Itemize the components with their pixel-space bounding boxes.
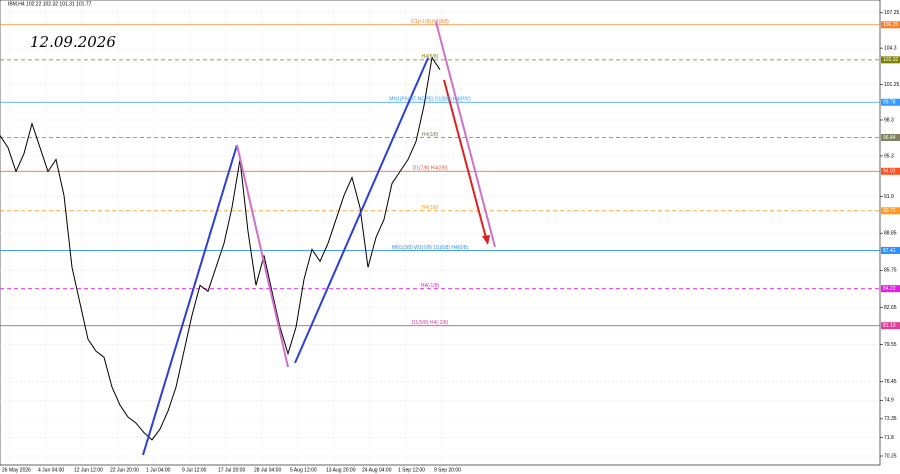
level-label: MN1(PIVOT NOPE) D1(8/8) H4(PIV)	[389, 97, 471, 103]
x-tick-label: 22 Jun 20:00	[110, 467, 139, 473]
price-box	[881, 207, 900, 215]
plot-frame	[0, 0, 881, 466]
y-tick-label: 104.3	[884, 45, 897, 51]
y-tick-label: 95.3	[884, 153, 894, 159]
trend-line	[435, 21, 496, 248]
price-box	[881, 21, 900, 29]
x-tick-label: 9 Sep 20:00	[434, 467, 461, 473]
level-label: D1(+1/8) H4(8/8)	[411, 19, 449, 25]
price-box	[881, 167, 900, 175]
trend-lines	[142, 21, 496, 456]
level-label: H4(1/8)	[422, 205, 439, 211]
price-box	[881, 322, 900, 330]
date-annotation: 12.09.2026	[30, 33, 116, 51]
price-box-label: 99.78	[883, 100, 896, 106]
trend-line	[294, 57, 429, 364]
y-tick-label: 71.8	[884, 435, 894, 441]
price-box-label: 84.22	[883, 286, 896, 292]
x-tick-label: 12 Jun 12:00	[74, 467, 103, 473]
level-label: H4(3/8)	[422, 132, 439, 138]
x-tick-label: 24 Aug 04:00	[362, 467, 392, 473]
arrow-head	[482, 235, 490, 245]
trend-line	[142, 144, 238, 456]
price-box-label: 103.32	[883, 57, 899, 63]
y-tick-label: 85.75	[884, 268, 897, 274]
y-tick-label: 88.85	[884, 231, 897, 237]
level-label: H4(5/8)	[422, 54, 439, 60]
price-box-label: 87.41	[883, 248, 896, 254]
price-box	[881, 133, 900, 141]
x-tick-label: 1 Sep 12:00	[398, 467, 425, 473]
y-tick-label: 76.45	[884, 379, 897, 385]
y-tick-label: 74.9	[884, 398, 894, 404]
price-line	[0, 56, 441, 441]
trend-line	[236, 144, 289, 368]
level-label: D1(5/8) H4(-2/8)	[412, 320, 449, 326]
x-tick-label: 4 Jun 04:00	[38, 467, 64, 473]
x-tick-label: 28 Jul 04:00	[254, 467, 281, 473]
price-box-label: 90.72	[883, 208, 896, 214]
price-box-label: 96.84	[883, 135, 896, 141]
arrow-line	[443, 79, 487, 239]
x-tick-label: 17 Jul 20:00	[218, 467, 245, 473]
chart-title: IBM,H4 102.22 102.32 101.31 101.77	[8, 1, 92, 7]
x-tick-label: 1 Jul 04:00	[146, 467, 171, 473]
y-tick-label: 107.25	[884, 10, 900, 16]
marks	[0, 56, 441, 441]
y-tick-label: 101.25	[884, 82, 900, 88]
price-box	[881, 98, 900, 106]
price-box	[881, 246, 900, 254]
y-tick-label: 91.9	[884, 194, 894, 200]
price-box-label: 106.25	[883, 22, 899, 28]
price-box	[881, 285, 900, 293]
y-tick-label: 98.3	[884, 117, 894, 123]
level-label: H4(-1/8)	[421, 283, 440, 289]
level-label: MN1(3/8) W1(7/8) D1(6/8) H4(0/8)	[392, 245, 468, 251]
y-tick-label: 79.55	[884, 342, 897, 348]
x-tick-label: 13 Aug 20:00	[326, 467, 356, 473]
y-tick-label: 82.65	[884, 305, 897, 311]
x-tick-label: 9 Jul 12:00	[182, 467, 207, 473]
level-label: D1(7/8) H4(2/8)	[413, 166, 448, 172]
x-tick-label: 5 Aug 12:00	[290, 467, 317, 473]
price-box	[881, 56, 900, 64]
y-tick-label: 73.35	[884, 416, 897, 422]
price-box-label: 81.13	[883, 323, 896, 329]
y-tick-label: 70.25	[884, 453, 897, 459]
price-box-label: 94.02	[883, 169, 896, 175]
x-tick-label: 26 May 2026	[2, 467, 31, 473]
grid	[0, 5, 883, 465]
